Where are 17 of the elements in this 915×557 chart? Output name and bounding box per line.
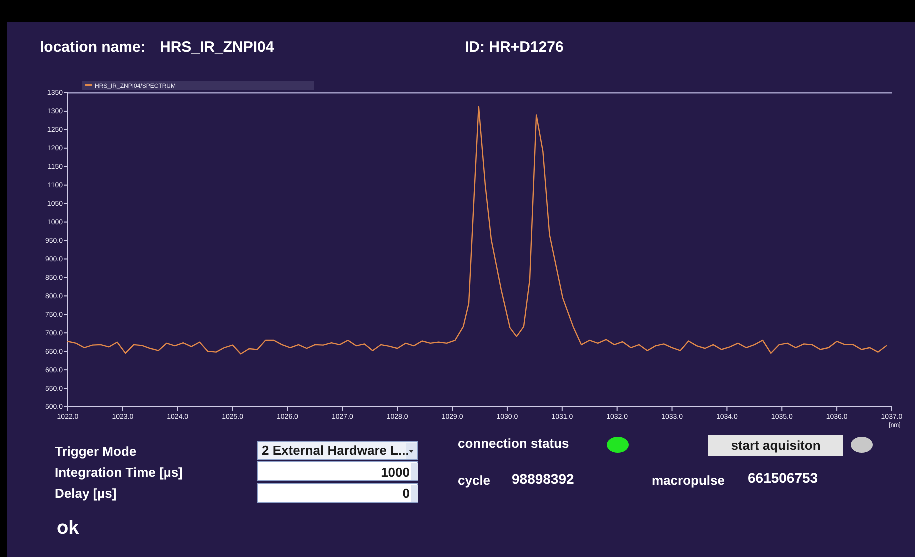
line-series (67, 106, 888, 355)
text: HRS_IR_ZNPI04 (160, 39, 275, 56)
text: Integration Time [µs] (55, 465, 183, 480)
text: ok (57, 518, 80, 539)
text: ID: HR+D1276 (465, 39, 564, 56)
text: location name: (40, 39, 146, 56)
text: start aquisiton (731, 438, 821, 453)
text: 2 External Hardware L... (262, 443, 410, 458)
text: Delay [µs] (55, 486, 117, 501)
text: 0 (402, 486, 410, 501)
text: cycle (458, 473, 491, 488)
text: 1000 (381, 465, 410, 480)
text: Trigger Mode (55, 444, 137, 459)
text: 661506753 (748, 470, 818, 486)
text: macropulse (652, 473, 725, 488)
text: 98898392 (512, 471, 575, 487)
text: connection status (458, 436, 570, 451)
